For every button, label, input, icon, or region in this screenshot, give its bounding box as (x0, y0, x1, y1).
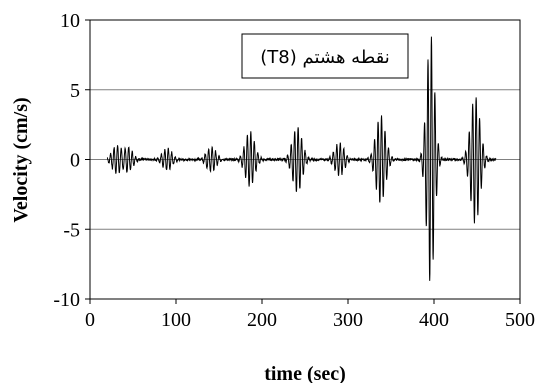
x-tick-label: 0 (85, 309, 95, 331)
y-tick-label: 0 (70, 150, 80, 172)
x-tick-label: 400 (419, 309, 449, 331)
x-tick-label: 100 (161, 309, 191, 331)
y-tick-label: 5 (70, 80, 80, 102)
legend-box (241, 33, 409, 79)
legend: نقطه هشتم (T8) (241, 33, 409, 79)
x-tick-label: 300 (333, 309, 363, 331)
x-ticks: 0 100 200 300 400 500 (85, 299, 535, 331)
y-tick-label: -10 (53, 289, 80, 311)
x-tick-label: 500 (505, 309, 535, 331)
legend-series-name: نقطه هشتم (T8) (260, 47, 389, 68)
y-ticks: 10 5 0 -5 -10 (53, 10, 90, 311)
x-axis-label: time (sec) (264, 363, 346, 383)
y-axis-label: Velocity (cm/s) (10, 97, 32, 222)
y-tick-label: 10 (60, 10, 80, 32)
series-line (106, 36, 497, 281)
x-tick-label: 200 (247, 309, 277, 331)
y-tick-label: -5 (63, 219, 80, 241)
series-group (106, 36, 497, 281)
